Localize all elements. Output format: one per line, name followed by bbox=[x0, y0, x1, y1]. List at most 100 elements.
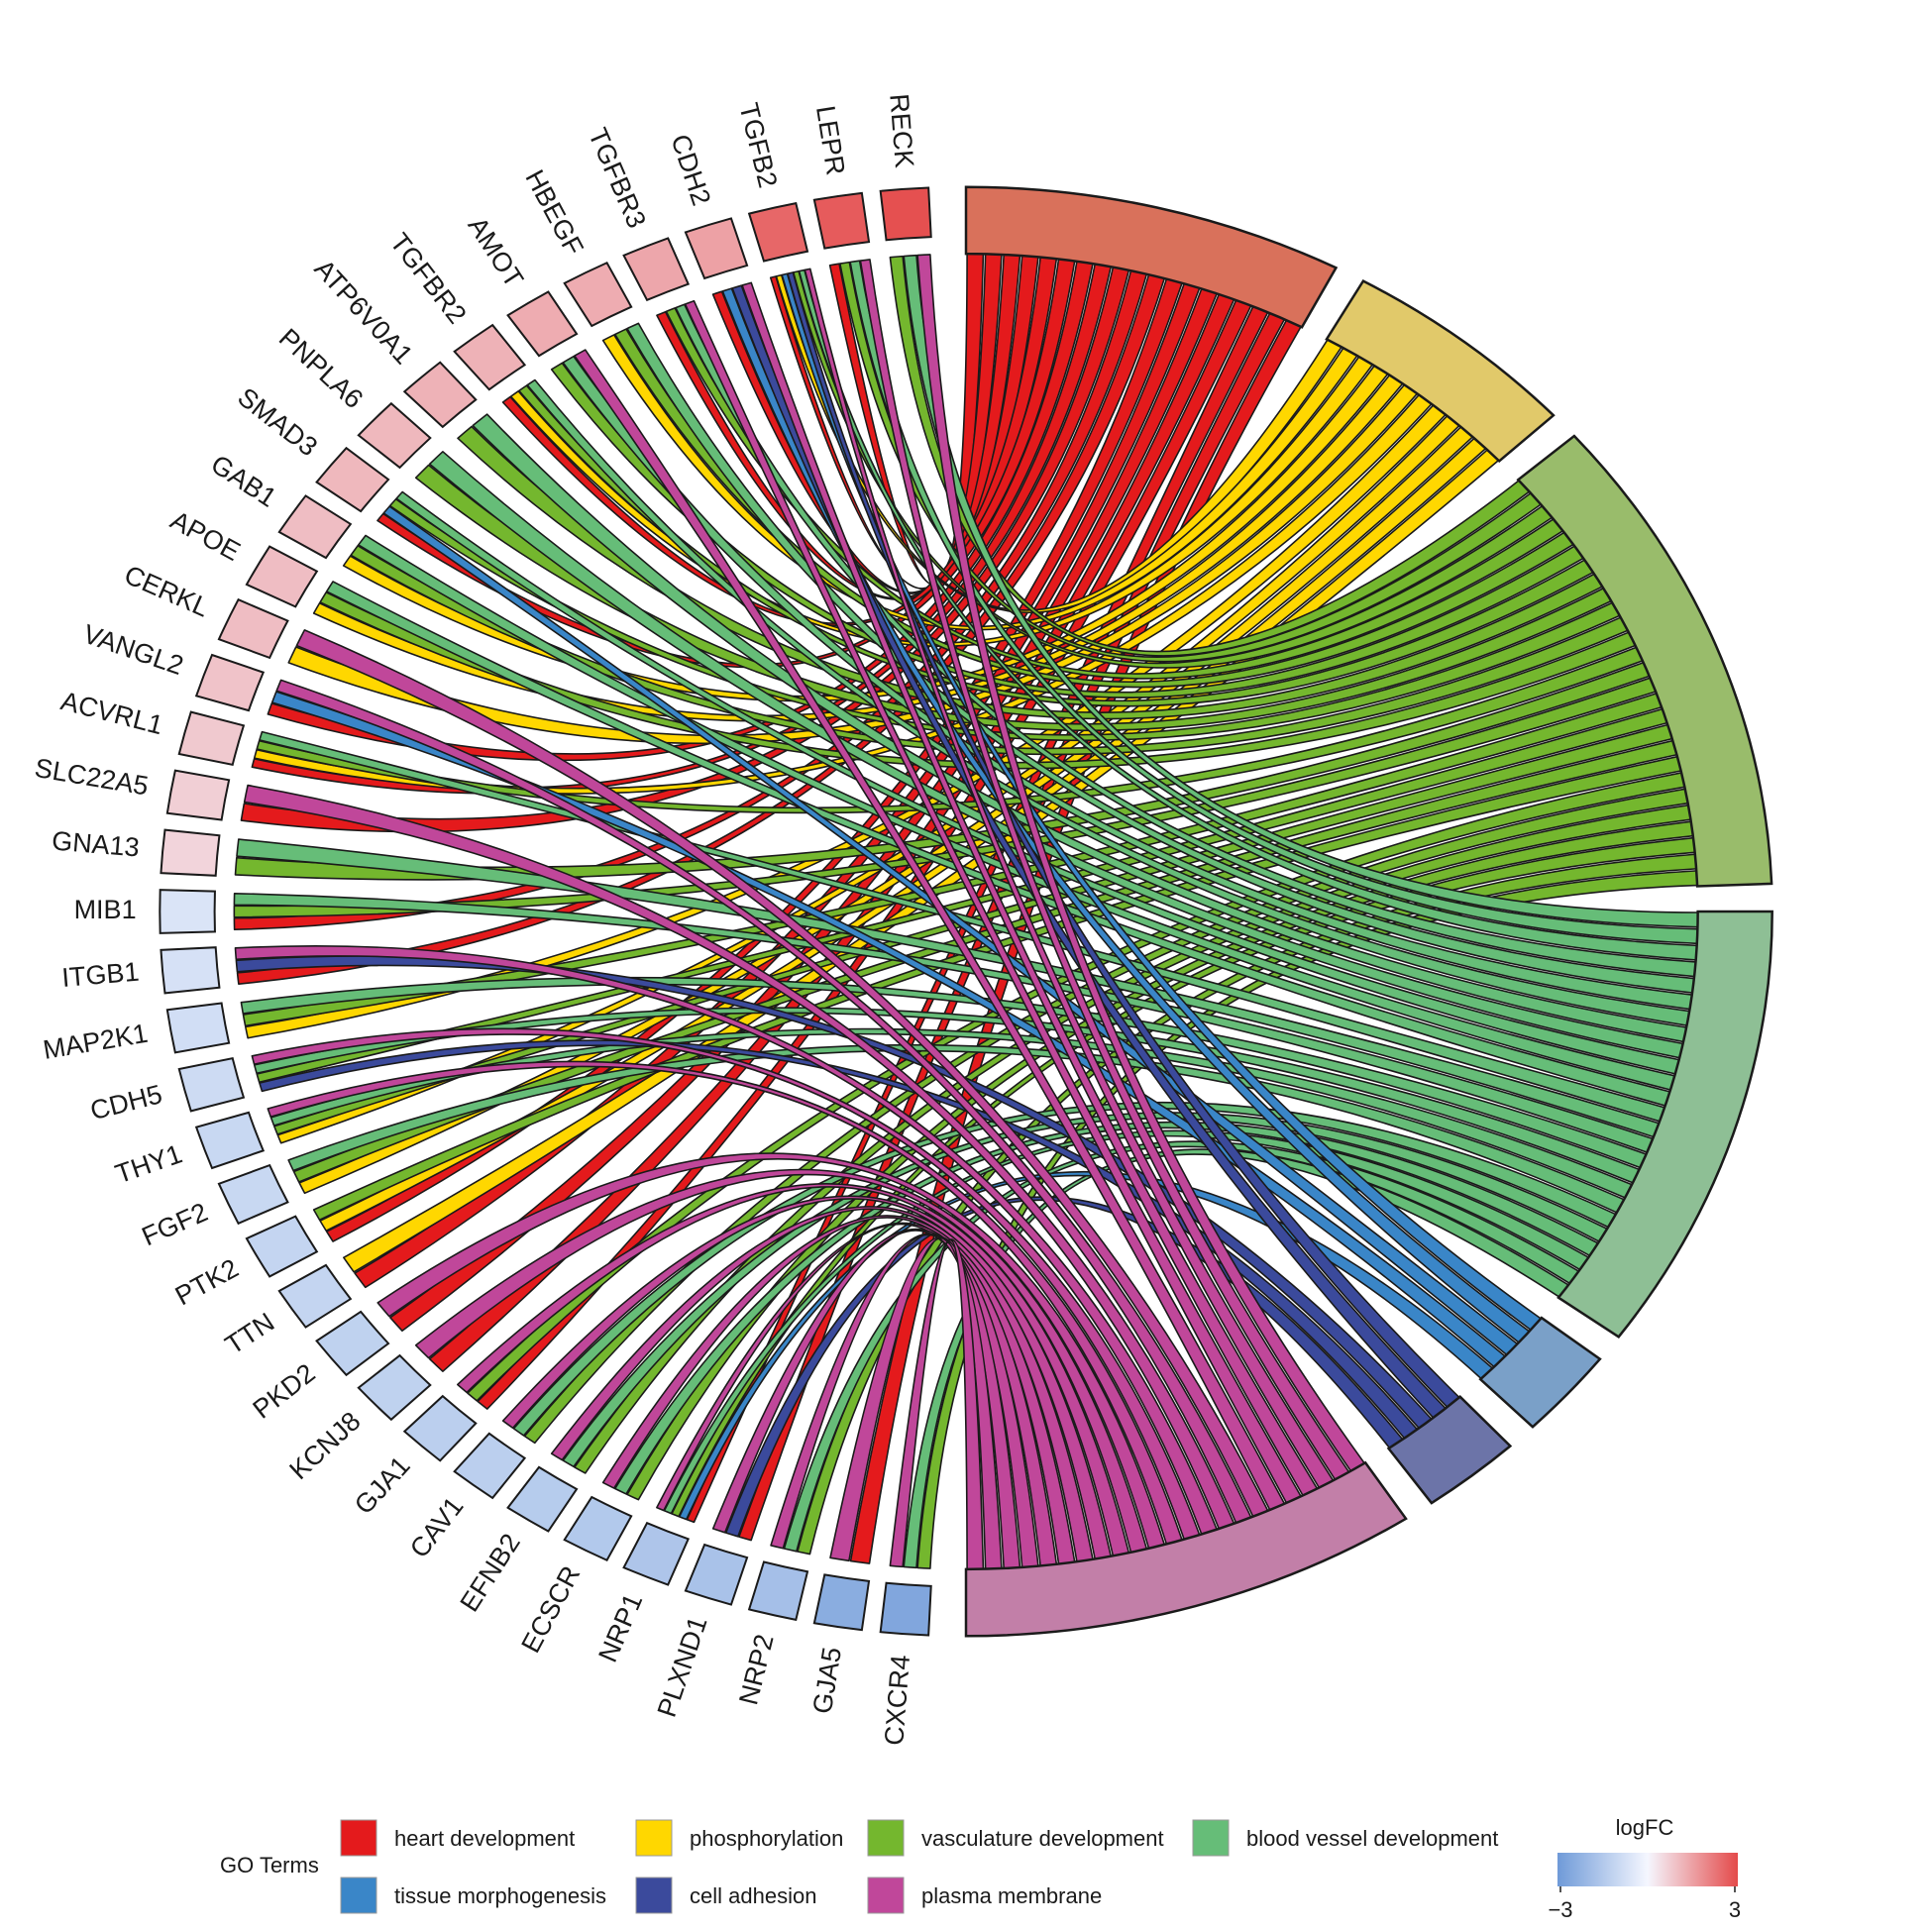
gene-label-slc22a5: SLC22A5 bbox=[33, 753, 151, 802]
legend-items: heart development phosphorylation vasculat… bbox=[340, 1819, 1498, 1914]
gene-label-mib1: MIB1 bbox=[74, 895, 137, 924]
legend-label-blood-vessel-development: blood vessel development bbox=[1246, 1826, 1498, 1851]
gene-block-cerkl bbox=[217, 597, 289, 660]
gene-label-hbegf: HBEGF bbox=[519, 165, 589, 261]
ribbon-lepr-blood-vessel-development bbox=[849, 260, 1699, 945]
gene-block-mib1 bbox=[159, 889, 216, 934]
logfc-colorbar: logFC −3 3 bbox=[1548, 1815, 1741, 1922]
ribbon-gab1-blood-vessel-development bbox=[357, 534, 1676, 1091]
chord-ribbons bbox=[233, 253, 1699, 1570]
ribbon-apoe-blood-vessel-development bbox=[325, 581, 1671, 1107]
gene-block-smad3 bbox=[315, 446, 390, 513]
gene-label-ttn: TTN bbox=[220, 1307, 279, 1360]
gene-block-pkd2 bbox=[315, 1310, 390, 1377]
legend-label-vasculature-development: vasculature development bbox=[921, 1826, 1164, 1851]
gene-label-acvrl1: ACVRL1 bbox=[57, 686, 165, 740]
legend-swatch-blood-vessel-development bbox=[1192, 1819, 1230, 1857]
ribbon-pnpla6-vasculature-development bbox=[414, 464, 1612, 732]
gene-label-cdh2: CDH2 bbox=[665, 131, 716, 209]
ribbon-vangl2-plasma-membrane bbox=[275, 679, 1252, 1524]
gene-block-pnpla6 bbox=[357, 401, 432, 470]
legend-swatch-heart-development bbox=[340, 1819, 377, 1857]
gene-block-fgf2 bbox=[217, 1163, 289, 1226]
gene-block-thy1 bbox=[194, 1111, 266, 1170]
ribbon-cdh2-plasma-membrane bbox=[741, 281, 1319, 1497]
gene-block-hbegf bbox=[563, 261, 633, 328]
ribbon-hbegf-vasculature-development bbox=[613, 328, 1574, 689]
gene-label-ptk2: PTK2 bbox=[170, 1253, 244, 1312]
ribbon-cdh5-plasma-membrane bbox=[251, 1027, 1201, 1541]
gene-label-kcnj8: KCNJ8 bbox=[283, 1406, 366, 1485]
gene-label-tgfbr2: TGFBR2 bbox=[384, 228, 473, 330]
go-terms-legend: GO Terms heart development phosphorylatio… bbox=[220, 1819, 1498, 1914]
gene-block-cdh2 bbox=[684, 217, 749, 280]
gene-label-pnpla6: PNPLA6 bbox=[273, 323, 369, 414]
gene-label-apoe: APOE bbox=[165, 505, 245, 567]
gene-block-gja1 bbox=[402, 1394, 478, 1462]
gene-block-tgfb2 bbox=[747, 201, 809, 263]
ribbon-pkd2-plasma-membrane bbox=[376, 1152, 1166, 1550]
gene-label-pkd2: PKD2 bbox=[248, 1358, 321, 1425]
gene-block-map2k1 bbox=[165, 1002, 231, 1054]
gene-block-ttn bbox=[277, 1263, 353, 1329]
legend-swatch-phosphorylation bbox=[635, 1819, 673, 1857]
term-arc-heart-development bbox=[964, 185, 1339, 329]
ribbon-tgfb2-plasma-membrane bbox=[804, 268, 1335, 1489]
gene-label-thy1: THY1 bbox=[112, 1138, 186, 1189]
gene-block-tgfbr3 bbox=[622, 237, 691, 302]
ribbon-cerkl-phosphorylation bbox=[287, 383, 1419, 745]
gene-block-tgfbr2 bbox=[453, 323, 527, 391]
ribbon-tgfb2-tissue-morphogenesis bbox=[781, 272, 1542, 1332]
ribbon-reck-plasma-membrane bbox=[916, 254, 1365, 1472]
term-arc-tissue-morphogenesis bbox=[1478, 1316, 1602, 1429]
colorbar-max-label: 3 bbox=[1729, 1897, 1741, 1922]
ribbon-amot-vasculature-development bbox=[550, 362, 1584, 698]
ribbon-amot-plasma-membrane bbox=[574, 349, 1286, 1511]
legend-label-phosphorylation: phosphorylation bbox=[690, 1826, 843, 1851]
gene-label-reck: RECK bbox=[884, 93, 919, 169]
ribbon-lepr-plasma-membrane bbox=[859, 259, 1350, 1481]
gene-label-cxcr4: CXCR4 bbox=[879, 1654, 915, 1747]
gene-block-atp6v0a1 bbox=[402, 361, 478, 429]
gene-label-gab1: GAB1 bbox=[206, 449, 282, 513]
ribbon-tgfb2-cell-adhesion bbox=[787, 271, 1460, 1408]
gene-label-map2k1: MAP2K1 bbox=[41, 1019, 150, 1065]
legend-label-tissue-morphogenesis: tissue morphogenesis bbox=[394, 1883, 606, 1908]
gene-label-ecscr: ECSCR bbox=[515, 1561, 586, 1658]
gene-block-cdh5 bbox=[177, 1057, 246, 1113]
ribbon-mib1-blood-vessel-development bbox=[233, 892, 1654, 1153]
ribbon-tgfbr2-blood-vessel-development bbox=[526, 378, 1690, 1026]
ribbon-smad3-tissue-morphogenesis bbox=[382, 505, 1519, 1356]
gene-block-cxcr4 bbox=[879, 1581, 932, 1637]
ribbon-tgfb2-blood-vessel-development bbox=[798, 268, 1698, 961]
gene-label-gja5: GJA5 bbox=[807, 1645, 847, 1715]
ribbon-cxcr4-plasma-membrane bbox=[889, 1238, 985, 1570]
colorbar-gradient bbox=[1557, 1853, 1738, 1886]
legend-swatch-plasma-membrane bbox=[867, 1877, 905, 1914]
ribbon-gja1-vasculature-development bbox=[467, 772, 1686, 1402]
gene-label-tgfbr3: TGFBR3 bbox=[583, 124, 652, 233]
legend-label-cell-adhesion: cell adhesion bbox=[690, 1883, 816, 1908]
gene-label-tgfb2: TGFB2 bbox=[733, 100, 783, 191]
ribbon-ptk2-heart-development bbox=[325, 277, 1183, 1242]
term-arc-phosphorylation bbox=[1325, 279, 1556, 464]
ribbon-map2k1-blood-vessel-development bbox=[240, 976, 1648, 1169]
term-arc-cell-adhesion bbox=[1386, 1395, 1513, 1505]
ribbon-acvrl1-vasculature-development bbox=[256, 646, 1644, 814]
gene-label-nrp1: NRP1 bbox=[592, 1589, 648, 1666]
ribbon-gna13-blood-vessel-development bbox=[236, 838, 1661, 1138]
term-arc-plasma-membrane bbox=[964, 1460, 1408, 1638]
ribbon-tgfbr3-blood-vessel-development bbox=[675, 303, 1697, 978]
ribbon-thy1-vasculature-development bbox=[273, 723, 1673, 1135]
gene-block-cav1 bbox=[453, 1432, 527, 1500]
ribbon-apoe-vasculature-development bbox=[319, 590, 1637, 770]
gene-arcs bbox=[159, 186, 932, 1637]
ribbon-apoe-phosphorylation bbox=[312, 374, 1404, 722]
gene-block-nrp2 bbox=[747, 1560, 809, 1622]
ribbon-cdh2-cell-adhesion bbox=[731, 284, 1447, 1419]
ribbon-acvrl1-blood-vessel-development bbox=[259, 730, 1665, 1123]
gene-label-lepr: LEPR bbox=[810, 104, 851, 177]
ribbon-tgfbr3-vasculature-development bbox=[665, 307, 1564, 680]
ribbon-hbegf-blood-vessel-development bbox=[626, 322, 1695, 994]
ribbon-atp6v0a1-blood-vessel-development bbox=[472, 413, 1687, 1043]
